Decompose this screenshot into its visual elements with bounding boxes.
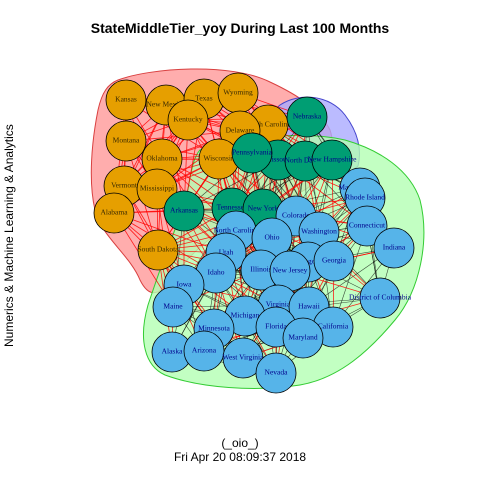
node-label: Alabama	[100, 208, 128, 217]
node-label: New Hampshire	[308, 155, 358, 164]
node-circle	[136, 168, 178, 210]
node-label: Connecticut	[349, 221, 386, 230]
node-label: New Mexico	[147, 100, 186, 109]
node-circle	[105, 79, 147, 121]
node-label: South Dakota	[137, 245, 179, 254]
node-label: New York	[248, 204, 279, 213]
node-circle	[255, 352, 297, 394]
node-label: New Jersey	[273, 266, 308, 275]
graph-node: Alabama	[93, 192, 135, 234]
node-label: California	[318, 322, 349, 331]
node-label: Maryland	[288, 333, 317, 342]
node-label: Ohio	[265, 233, 280, 242]
node-label: Nevada	[265, 368, 289, 377]
node-label: Alaska	[162, 347, 183, 356]
node-circle	[346, 205, 388, 247]
node-label: Florida	[265, 322, 287, 331]
node-label: Utah	[219, 248, 234, 257]
footer-timestamp: Fri Apr 20 08:09:37 2018	[173, 450, 307, 464]
node-label: Maine	[163, 302, 183, 311]
node-label: Oklahoma	[146, 154, 178, 163]
graph-node: Alaska	[151, 331, 193, 373]
graph-node: Mississippi	[136, 168, 178, 210]
node-circle	[137, 229, 179, 271]
node-label: Nebraska	[293, 112, 322, 121]
node-label: Arizona	[192, 346, 217, 355]
node-label: Wyoming	[223, 88, 253, 97]
node-label: North Carolina	[213, 226, 259, 235]
graph-node: Georgia	[313, 240, 355, 282]
node-circle	[286, 96, 328, 138]
node-label: Iowa	[177, 280, 193, 289]
graph-node: Kansas	[105, 79, 147, 121]
graph-node: Pennsylvania	[231, 132, 273, 174]
node-circle	[93, 192, 135, 234]
node-circle	[152, 286, 194, 328]
node-label: Wisconsin	[203, 154, 235, 163]
node-label: South Carolina	[245, 120, 291, 129]
node-label: Virginia	[266, 300, 291, 309]
node-label: Indiana	[383, 243, 406, 252]
node-label: Texas	[195, 94, 212, 103]
node-label: Arkansas	[170, 206, 198, 215]
node-label: Georgia	[322, 256, 347, 265]
node-label: Delaware	[226, 126, 255, 135]
node-label: Kansas	[115, 95, 137, 104]
node-label: North Dakota	[284, 156, 326, 165]
node-label: Colorado	[282, 211, 310, 220]
node-circle	[373, 227, 415, 269]
node-circle	[313, 240, 355, 282]
node-label: Illinois	[250, 265, 271, 274]
node-label: Vermont	[111, 181, 138, 190]
graph-node: District of Columbia	[349, 277, 412, 319]
node-label: Missouri	[265, 155, 292, 164]
graph-node: Wyoming	[217, 72, 259, 114]
node-label: Oregon	[297, 257, 320, 266]
graph-node: Nebraska	[286, 96, 328, 138]
node-label: Michigan	[231, 311, 260, 320]
graph-node: Montana	[105, 120, 147, 162]
node-label: Rhode Island	[345, 193, 385, 202]
node-label: District of Columbia	[349, 293, 412, 302]
node-label: West Virginia	[223, 353, 265, 362]
graph-node: Arkansas	[163, 190, 205, 232]
graph-node: Maryland	[282, 317, 324, 359]
node-circle	[163, 190, 205, 232]
node-label: Washington	[301, 227, 337, 236]
footer-caption: (_oio_)	[221, 436, 259, 450]
node-label: Minnesota	[198, 324, 230, 333]
node-circle	[105, 120, 147, 162]
node-circle	[359, 277, 401, 319]
node-circle	[167, 99, 209, 141]
chart-title: StateMiddleTier_yoy During Last 100 Mont…	[90, 20, 390, 36]
graph-node: Nevada	[255, 352, 297, 394]
node-label: Tennessee	[217, 203, 248, 212]
node-circle	[282, 317, 324, 359]
graph-node: Indiana	[373, 227, 415, 269]
node-layer: Kansas New Mexico Texas Wyoming Kentucky Sout…	[93, 72, 415, 394]
graph-node: Connecticut	[346, 205, 388, 247]
node-label: Kentucky	[173, 115, 202, 124]
node-label: Pennsylvania	[232, 148, 273, 157]
graph-node: Kentucky	[167, 99, 209, 141]
node-label: Montana	[113, 136, 140, 145]
graph-node: Maine	[152, 286, 194, 328]
graph-node: New Hampshire	[308, 139, 358, 181]
graph-node: South Dakota	[137, 229, 179, 271]
node-label: Hawaii	[298, 302, 320, 311]
node-label: Idaho	[207, 268, 224, 277]
graph-node: Arizona	[183, 330, 225, 372]
node-label: Mississippi	[140, 184, 174, 193]
node-circle	[311, 139, 353, 181]
node-circle	[231, 132, 273, 174]
